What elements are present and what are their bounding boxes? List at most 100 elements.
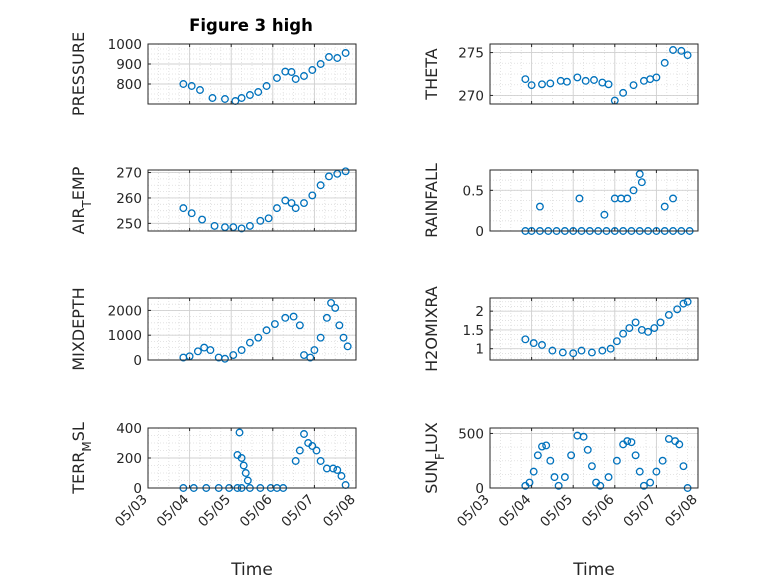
h2omixra-point-19 [673, 305, 682, 314]
theta-point-13 [629, 81, 638, 90]
sun_flux-point-21 [627, 438, 636, 447]
air_temp-point-1 [187, 209, 196, 218]
air_temp-point-13 [291, 204, 300, 213]
theta-point-6 [573, 73, 582, 82]
terr_msl-point-19 [295, 446, 304, 455]
air_temp-ytick-label: 260 [116, 191, 142, 207]
rainfall-point-29 [637, 178, 646, 187]
xtick-label-05-03: 05/03 [112, 492, 151, 531]
pressure-ytick-label: 1000 [108, 37, 142, 53]
h2omixra-point-12 [625, 324, 634, 333]
mixdepth-point-19 [316, 333, 325, 342]
terr_msl-subplot: 0 200 400 TERRMSL 05/03 05/04 05/05 05/06 05/07 0… [69, 421, 359, 580]
terr_msl-point-18 [291, 457, 300, 465]
pressure-point-6 [237, 94, 246, 102]
sun_flux-point-16 [596, 481, 605, 490]
pressure-point-16 [316, 60, 325, 68]
terr_msl-point-20 [300, 430, 308, 438]
pressure-point-15 [308, 66, 317, 74]
sun_flux-point-3 [533, 451, 542, 460]
x-axis-label: Time [572, 560, 615, 580]
mixdepth-point-2 [193, 347, 202, 356]
terr_msl-point-26 [329, 464, 338, 473]
rainfall-point-23 [600, 210, 609, 219]
h2omixra-ylabel: H2OMIXRA [422, 286, 441, 372]
mixdepth-point-6 [221, 354, 229, 363]
theta-point-10 [604, 80, 613, 89]
terr_msl-point-27 [333, 466, 342, 474]
theta-ylabel: THETA [422, 48, 441, 100]
sun_flux-point-25 [646, 478, 655, 487]
terr_msl-point-24 [316, 457, 325, 465]
h2omixra-point-8 [598, 346, 607, 355]
xtick-label-05-07: 05/07 [620, 492, 659, 531]
air_temp-point-14 [300, 199, 308, 207]
h2omixra-point-1 [529, 339, 538, 348]
air_temp-axes-box [147, 169, 357, 232]
sun_flux-point-1 [525, 478, 534, 487]
mixdepth-ytick-label: 2000 [108, 303, 142, 319]
air_temp-point-3 [210, 221, 219, 230]
mixdepth-point-9 [245, 338, 254, 347]
sun_flux-point-22 [631, 451, 640, 460]
theta-point-17 [660, 58, 669, 67]
mixdepth-point-14 [289, 312, 298, 321]
sun_flux-point-24 [639, 481, 648, 490]
air_temp-subplot: 250 260 270 AIRTEMP [69, 166, 357, 234]
terr_msl-point-12 [235, 428, 244, 437]
h2omixra-point-13 [631, 318, 640, 327]
sun_flux-axes-box [489, 427, 699, 489]
h2omixra-point-3 [548, 346, 557, 355]
h2omixra-subplot: 1 1.5 2 H2OMIXRA [422, 286, 699, 372]
sun_flux-point-12 [579, 432, 588, 441]
sun_flux-ytick-label: 0 [475, 481, 484, 497]
mixdepth-subplot: 0 1000 2000 MIXDEPTH [69, 287, 357, 371]
h2omixra-point-11 [619, 329, 628, 338]
mixdepth-ytick-label: 0 [133, 353, 142, 369]
mixdepth-point-24 [339, 333, 348, 342]
sun_flux-ytick-label: 500 [458, 426, 484, 442]
terr_msl-point-15 [239, 461, 248, 470]
pressure-point-19 [341, 49, 350, 57]
h2omixra-point-4 [558, 348, 567, 357]
sun_flux-point-30 [675, 440, 684, 449]
pressure-subplot: 800 900 1000 PRESSURE [69, 32, 357, 116]
xtick-label-05-08: 05/08 [662, 492, 701, 531]
mixdepth-point-17 [306, 353, 315, 362]
h2omixra-ytick-label: 2 [475, 304, 484, 320]
terr_msl-ytick-label: 400 [116, 421, 142, 437]
air_temp-point-15 [308, 191, 317, 200]
pressure-point-8 [254, 88, 263, 96]
air_temp-point-17 [325, 172, 333, 181]
x-axis-label: Time [230, 560, 273, 580]
air_temp-point-9 [264, 214, 273, 223]
sun_flux-point-6 [546, 456, 555, 465]
sun_flux-point-31 [679, 462, 688, 471]
rainfall-point-21 [535, 202, 544, 211]
air_temp-point-7 [245, 221, 254, 230]
pressure-point-4 [221, 95, 229, 103]
sun_flux-point-20 [623, 437, 632, 446]
air_temp-ylabel: AIRTEMP [69, 166, 94, 234]
mixdepth-point-13 [281, 313, 290, 322]
xtick-label-05-06: 05/06 [579, 492, 618, 531]
pressure-point-10 [273, 74, 281, 82]
theta-point-2 [538, 80, 546, 89]
air_temp-point-16 [316, 181, 325, 190]
h2omixra-point-2 [538, 341, 546, 349]
pressure-point-12 [287, 68, 296, 76]
terr_msl-point-17 [243, 476, 252, 485]
terr_msl-point-28 [337, 472, 346, 480]
terr_msl-ylabel: TERRMSL [69, 422, 94, 495]
theta-point-16 [652, 73, 661, 82]
xtick-label-05-08: 05/08 [320, 492, 359, 531]
air_temp-point-19 [341, 167, 350, 176]
rainfall-ytick-label: 0 [475, 224, 484, 240]
terr_msl-ytick-label: 200 [116, 451, 142, 467]
rainfall-point-31 [669, 194, 677, 203]
rainfall-point-22 [575, 194, 584, 203]
sun_flux-ylabel: SUNFLUX [422, 422, 447, 494]
mixdepth-point-25 [343, 342, 352, 351]
mixdepth-point-21 [327, 299, 335, 307]
